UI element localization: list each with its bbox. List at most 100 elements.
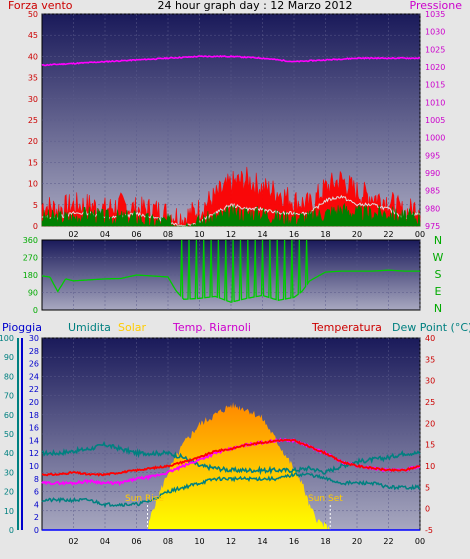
humidity-tick-label: 80 [4,372,14,381]
wind-average-series [41,202,421,227]
sun-set-label: Sun Set [308,494,343,504]
wind-speed-label: Forza vento [8,0,73,12]
hour-tick-label: 20 [352,230,362,239]
humidity-tick-label: 10 [4,507,14,516]
pressure-tick-label: 1015 [425,81,445,90]
rain-tick-label: 14 [29,436,39,445]
pressure-tick-label: 990 [425,169,440,178]
direction-tick-label: 360 [23,236,38,245]
rain-tick-label: 0 [34,526,39,535]
humidity-tick-label: 30 [4,468,14,477]
humidity-label: Umidita [68,321,111,334]
direction-tick-label: 90 [28,289,38,298]
rain-tick-label: 2 [34,513,39,522]
humidity-tick-label: 70 [4,392,14,401]
hour-tick-label: 02 [68,230,78,239]
temperature-label: Temperatura [311,321,382,334]
hour-tick-label: 00 [415,230,425,239]
temperature-tick-label: 10 [425,462,435,471]
pressure-tick-label: 1005 [425,116,445,125]
solar-label: Solar [118,321,147,334]
hour-tick-label: 20 [352,537,362,546]
hour-tick-label: 04 [100,537,110,546]
wind-gust-series [41,166,421,227]
pressure-series [41,54,421,67]
hour-tick-label: 08 [163,537,173,546]
rain-tick-label: 16 [29,424,39,433]
wind-chill-label: Temp. Riarnoli [172,321,251,334]
temperature-tick-label: 20 [425,419,435,428]
graph-title: 24 hour graph day : 12 Marzo 2012 [157,0,352,12]
humidity-tick-label: 0 [9,526,14,535]
direction-tick-label: 180 [23,271,38,280]
compass-label: N [434,302,442,315]
hour-tick-label: 14 [257,537,267,546]
direction-tick-label: 270 [23,254,38,263]
wind-tick-label: 5 [33,201,38,210]
wind-tick-label: 30 [28,95,38,104]
humidity-tick-label: 40 [4,449,14,458]
compass-label: N [434,234,442,247]
hour-tick-label: 12 [226,230,236,239]
hour-tick-label: 18 [320,537,330,546]
humidity-tick-label: 100 [0,334,14,343]
wind-tick-label: 35 [28,74,38,83]
pressure-tick-label: 1030 [425,28,445,37]
temperature-tick-label: 5 [425,483,430,492]
pressure-tick-label: 1035 [425,10,445,19]
rain-label: Pioggia [2,321,42,334]
rain-tick-label: 6 [34,488,39,497]
dew-point-series [41,440,421,476]
hour-tick-label: 14 [257,230,267,239]
temperature-tick-label: -5 [425,526,433,535]
temperature-tick-label: 25 [425,398,435,407]
wind-tick-label: 50 [28,10,38,19]
rain-tick-label: 4 [34,500,39,509]
hour-tick-label: 10 [194,230,204,239]
pressure-tick-label: 1025 [425,45,445,54]
wind-tick-label: 40 [28,52,38,61]
wind-mean-series [41,194,421,227]
rain-tick-label: 10 [29,462,39,471]
hour-tick-label: 10 [194,537,204,546]
hour-tick-label: 12 [226,537,236,546]
wind-tick-label: 20 [28,137,38,146]
hour-tick-label: 06 [131,230,141,239]
humidity-tick-label: 20 [4,488,14,497]
pressure-tick-label: 1010 [425,98,445,107]
humidity-tick-label: 90 [4,353,14,362]
hour-tick-label: 22 [383,230,393,239]
rain-tick-label: 12 [29,449,39,458]
pressure-tick-label: 975 [425,222,440,231]
pressure-tick-label: 980 [425,204,440,213]
temperature-tick-label: 30 [425,377,435,386]
hour-tick-label: 00 [415,537,425,546]
wind-tick-label: 15 [28,158,38,167]
wind-tick-label: 25 [28,116,38,125]
rain-tick-label: 8 [34,475,39,484]
rain-tick-label: 24 [29,372,39,381]
hour-tick-label: 18 [320,230,330,239]
pressure-tick-label: 995 [425,151,440,160]
hour-tick-label: 08 [163,230,173,239]
rain-tick-label: 28 [29,347,39,356]
temperature-tick-label: 35 [425,355,435,364]
pressure-tick-label: 1000 [425,134,445,143]
rain-tick-label: 18 [29,411,39,420]
pressure-label: Pressione [410,0,463,12]
rain-tick-label: 22 [29,385,39,394]
hour-tick-label: 02 [68,537,78,546]
wind-tick-label: 0 [33,222,38,231]
solar-area [147,402,331,530]
wind-direction-series [41,239,420,303]
humidity-series [41,471,421,508]
rain-tick-label: 30 [29,334,39,343]
temperature-tick-label: 40 [425,334,435,343]
compass-label: W [433,251,444,264]
temperature-tick-label: 15 [425,441,435,450]
hour-tick-label: 06 [131,537,141,546]
wind-tick-label: 45 [28,31,38,40]
rain-tick-label: 26 [29,360,39,369]
